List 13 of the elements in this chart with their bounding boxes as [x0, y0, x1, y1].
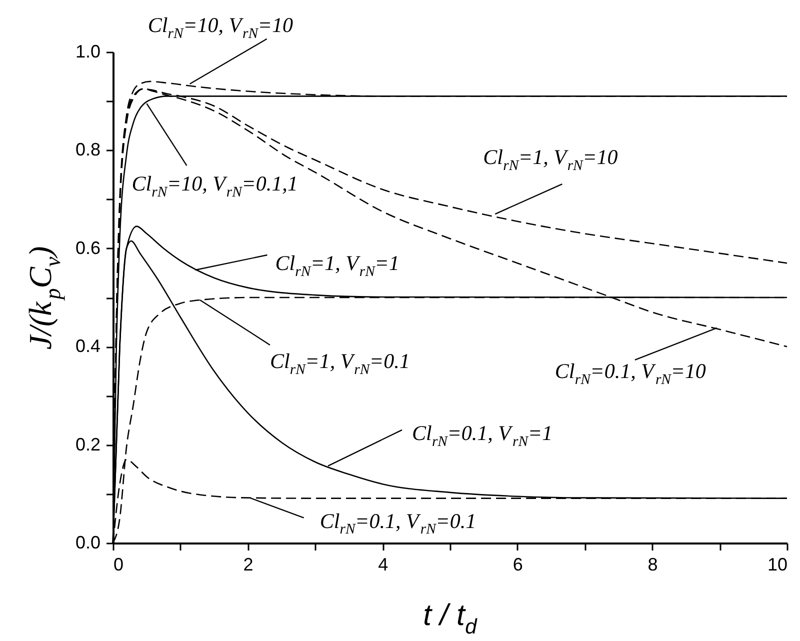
x-tick-label: 4 — [378, 554, 388, 574]
x-tick-label: 0 — [114, 554, 124, 574]
y-tick-label: 0.8 — [75, 140, 100, 160]
x-tick-label: 8 — [648, 554, 658, 574]
x-tick-label: 6 — [512, 554, 523, 574]
y-tick-label: 0.6 — [75, 238, 100, 258]
x-tick-label: 10 — [767, 554, 788, 574]
x-tick-label: 2 — [243, 554, 254, 574]
y-axis-title: J/(kpCv) — [22, 246, 65, 350]
y-tick-label: 0.0 — [75, 532, 100, 552]
y-tick-label: 1.0 — [75, 42, 100, 62]
y-tick-label: 0.4 — [75, 336, 100, 356]
y-tick-label: 0.2 — [75, 434, 100, 454]
